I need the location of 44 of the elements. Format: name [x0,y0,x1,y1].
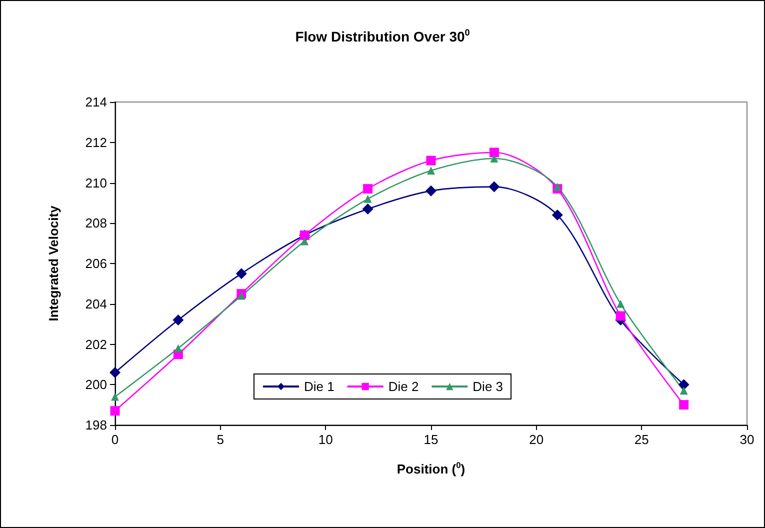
point [426,156,436,166]
point [110,367,120,378]
legend-label: Die 1 [304,379,334,394]
point [110,406,120,416]
legend-label: Die 3 [472,379,504,394]
point [552,210,563,221]
y-tick-label: 198 [85,418,107,432]
x-tick-label: 10 [318,432,333,447]
point [174,344,182,352]
point [427,166,435,175]
y-tick-label: 210 [85,175,107,190]
point [300,237,309,246]
y-tick-label: 212 [85,134,107,150]
point [490,154,498,163]
point [111,392,119,401]
point [172,314,184,326]
point [680,386,688,395]
point [489,148,499,158]
x-tick-label: 20 [529,432,544,447]
point [362,203,374,214]
point [678,379,690,390]
point [426,185,436,196]
legend-label: Die 2 [388,379,419,394]
y-tick-label: 206 [85,256,107,271]
point [616,300,625,308]
y-tick-label: 204 [85,296,107,312]
y-tick-label: 208 [85,216,107,231]
point [616,311,626,321]
x-tick-label: 5 [216,432,224,447]
point [236,268,247,280]
point [553,182,562,191]
point [488,181,500,192]
x-tick-label: 0 [111,432,119,447]
point [364,194,372,203]
x-tick-label: 15 [424,432,438,447]
y-tick-label: 214 [85,94,107,110]
x-tick-label: 25 [634,432,649,447]
x-tick-label: 30 [740,432,754,447]
point [363,184,373,194]
y-tick-label: 200 [85,377,107,392]
y-tick-label: 202 [85,336,107,352]
point [237,292,246,300]
point [679,400,689,410]
y-axis-title: Integrated Velocity [46,204,61,322]
